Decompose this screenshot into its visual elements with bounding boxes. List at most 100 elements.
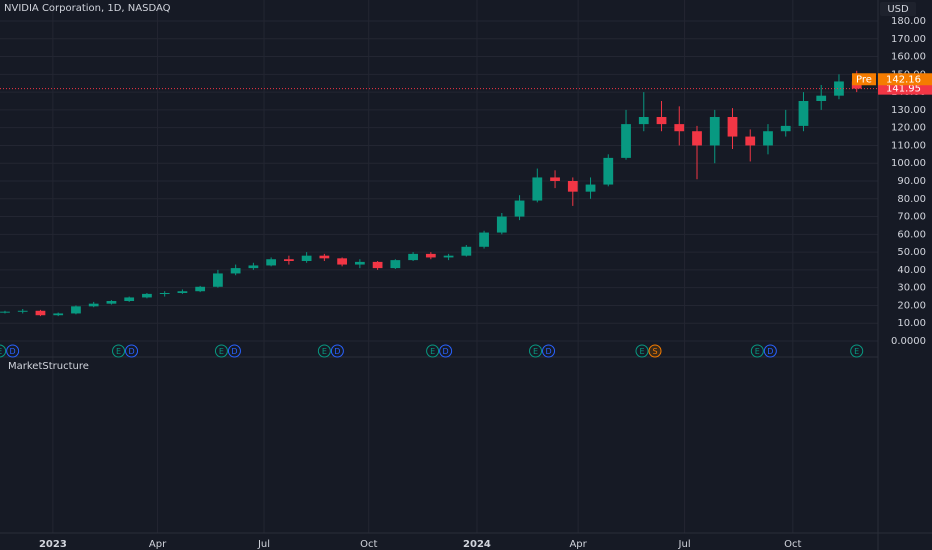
candle-body bbox=[479, 232, 489, 247]
y-tick-label: 100.00 bbox=[891, 158, 926, 169]
y-tick-label: 50.00 bbox=[897, 247, 926, 258]
y-tick-label: 90.00 bbox=[897, 176, 926, 187]
event-marker bbox=[125, 344, 139, 358]
x-tick-label: Oct bbox=[360, 539, 377, 550]
candle-body bbox=[514, 200, 525, 217]
event-marker bbox=[648, 344, 662, 358]
event-label: E bbox=[533, 347, 538, 356]
pre-price-tag: Pre bbox=[856, 74, 872, 85]
pre-price-box bbox=[878, 73, 932, 86]
event-label: E bbox=[854, 347, 859, 356]
candle-body bbox=[35, 310, 46, 316]
candle-body bbox=[142, 293, 152, 298]
event-marker bbox=[439, 344, 453, 358]
candle-body bbox=[674, 124, 685, 132]
y-tick-label: 0.0000 bbox=[891, 336, 926, 347]
candle-body bbox=[177, 291, 188, 293]
event-label: D bbox=[128, 347, 134, 356]
currency-box[interactable] bbox=[880, 2, 916, 16]
candle-body bbox=[550, 177, 560, 181]
event-marker bbox=[330, 344, 344, 358]
candle-body bbox=[354, 261, 365, 265]
x-tick-label: 2024 bbox=[463, 539, 491, 550]
candle-body bbox=[585, 184, 596, 192]
candle-body bbox=[567, 181, 578, 192]
event-marker bbox=[317, 344, 331, 358]
candle-body bbox=[88, 303, 99, 307]
y-tick-label: 170.00 bbox=[891, 34, 926, 45]
candle-body bbox=[638, 117, 649, 125]
x-tick-label: Oct bbox=[784, 539, 801, 550]
candle-body bbox=[692, 131, 702, 146]
candle-body bbox=[71, 306, 81, 314]
candle-body bbox=[461, 246, 472, 256]
event-marker bbox=[763, 344, 777, 358]
candle-body bbox=[195, 286, 206, 292]
event-marker bbox=[750, 344, 764, 358]
event-label: E bbox=[0, 347, 2, 356]
candle-body bbox=[425, 253, 436, 258]
y-tick-label: 10.00 bbox=[897, 318, 926, 329]
candle-body bbox=[0, 311, 10, 313]
event-label: S bbox=[652, 347, 657, 356]
currency[interactable]: USD bbox=[887, 4, 909, 15]
candle-body bbox=[213, 273, 223, 287]
y-tick-label: 70.00 bbox=[897, 212, 926, 223]
event-label: E bbox=[116, 347, 121, 356]
event-marker bbox=[850, 344, 864, 358]
event-label: E bbox=[219, 347, 224, 356]
event-marker bbox=[112, 344, 126, 358]
candle-body bbox=[656, 117, 667, 125]
candle-body bbox=[496, 216, 507, 233]
event-marker bbox=[227, 344, 241, 358]
x-tick-label: Jul bbox=[257, 539, 270, 550]
event-marker bbox=[0, 344, 7, 358]
candle-body bbox=[780, 125, 791, 132]
event-label: E bbox=[639, 347, 644, 356]
x-tick-label: Apr bbox=[569, 539, 587, 550]
grid bbox=[0, 0, 878, 533]
candle-body bbox=[230, 268, 241, 274]
event-label: E bbox=[755, 347, 760, 356]
event-label: D bbox=[443, 347, 449, 356]
y-tick-label: 40.00 bbox=[897, 265, 926, 276]
pre-price-label: 142.16 bbox=[886, 74, 921, 85]
y-tick-label: 60.00 bbox=[897, 229, 926, 240]
candle-body bbox=[745, 136, 756, 146]
candle-body bbox=[106, 301, 117, 304]
event-label: E bbox=[430, 347, 435, 356]
candle-body bbox=[532, 177, 543, 201]
event-marker bbox=[6, 344, 20, 358]
chart-title: NVIDIA Corporation, 1D, NASDAQ bbox=[4, 3, 171, 14]
event-marker bbox=[426, 344, 440, 358]
indicator-label: MarketStructure bbox=[8, 361, 89, 372]
candle-body bbox=[443, 255, 454, 258]
event-marker bbox=[529, 344, 543, 358]
y-tick-label: 80.00 bbox=[897, 194, 926, 205]
pre-price-tag-box bbox=[852, 73, 876, 86]
y-tick-label: 130.00 bbox=[891, 105, 926, 116]
candle-body bbox=[763, 131, 773, 146]
event-label: E bbox=[322, 347, 327, 356]
candle-body bbox=[319, 255, 330, 259]
candle-body bbox=[301, 255, 312, 261]
candle-body bbox=[816, 95, 827, 101]
event-label: D bbox=[231, 347, 237, 356]
candle-body bbox=[390, 260, 401, 269]
event-label: D bbox=[767, 347, 773, 356]
candle-body bbox=[248, 265, 259, 269]
candle-body bbox=[53, 313, 64, 316]
y-tick-label: 20.00 bbox=[897, 300, 926, 311]
candle-body bbox=[709, 117, 720, 146]
x-tick-label: 2023 bbox=[39, 539, 67, 550]
y-tick-label: 160.00 bbox=[891, 52, 926, 63]
candle-body bbox=[408, 253, 418, 261]
candle-body bbox=[603, 157, 614, 185]
candle-body bbox=[17, 310, 28, 312]
candle-body bbox=[834, 81, 844, 96]
event-label: D bbox=[10, 347, 16, 356]
x-tick-label: Jul bbox=[678, 539, 691, 550]
x-tick-label: Apr bbox=[149, 539, 167, 550]
event-label: D bbox=[334, 347, 340, 356]
y-tick-label: 180.00 bbox=[891, 16, 926, 27]
